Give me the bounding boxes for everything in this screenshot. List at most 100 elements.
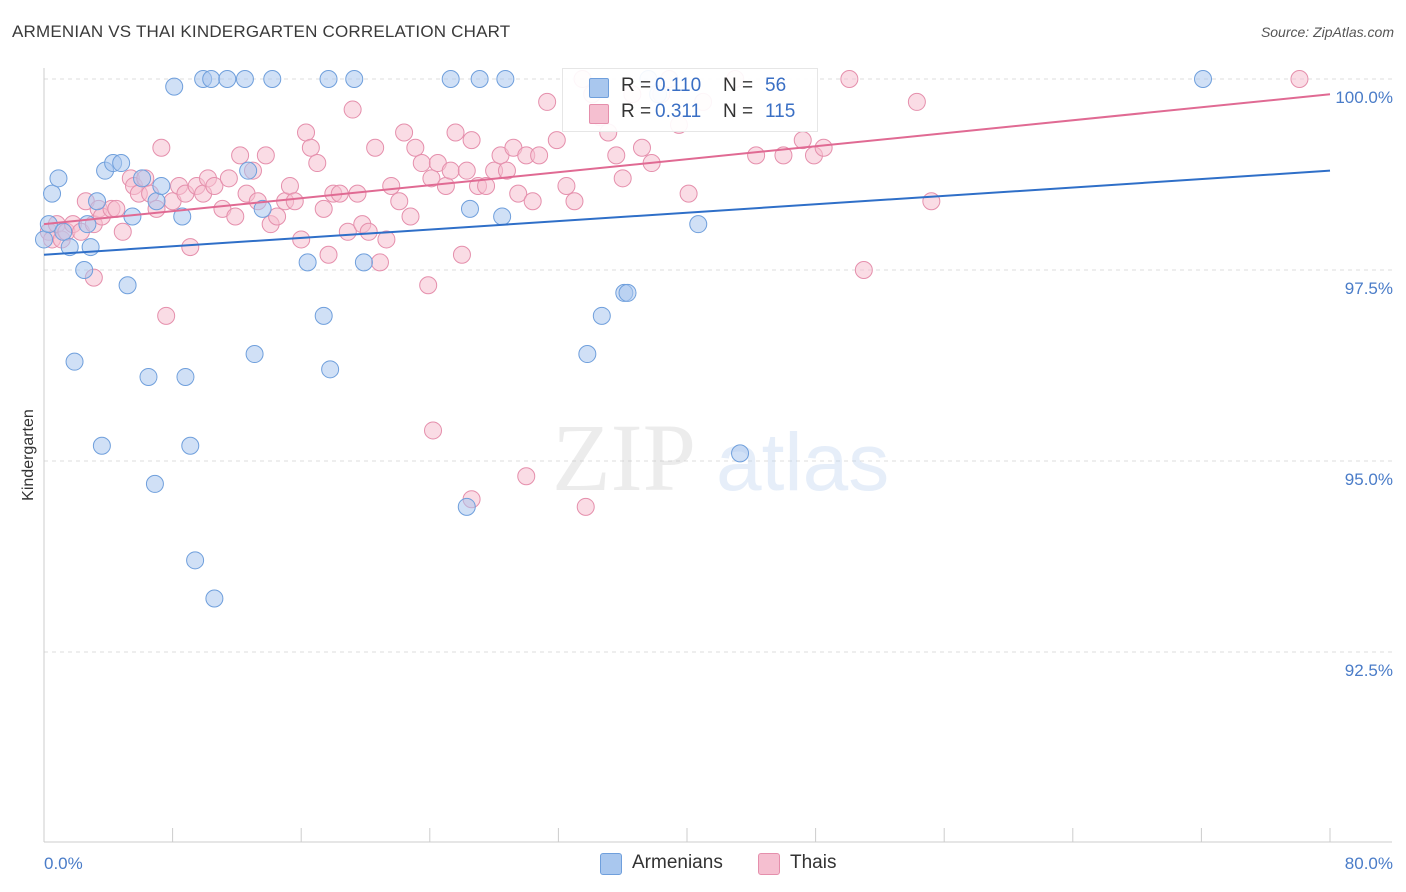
thais-point [607, 146, 626, 165]
thais-point [747, 146, 766, 165]
thais-point [390, 192, 409, 211]
thais-point [907, 92, 926, 111]
thais-point [301, 138, 320, 157]
armenians-point [92, 436, 111, 455]
y-tick-label: 95.0% [1345, 470, 1393, 489]
thais-point [452, 245, 471, 264]
legend-swatch-armenians [589, 78, 609, 98]
armenians-point [60, 238, 79, 257]
chart-title: ARMENIAN VS THAI KINDERGARTEN CORRELATIO… [12, 22, 511, 41]
thais-point [157, 306, 176, 325]
legend-label-armenians: Armenians [632, 852, 723, 873]
legend-row-armenians: R = 0.110 N = 56 [563, 75, 817, 99]
armenians-point [345, 70, 364, 88]
trend-lines [43, 93, 1331, 256]
thais-point [113, 222, 132, 241]
thais-point [774, 146, 793, 165]
armenians-point [88, 192, 107, 211]
armenians-point [457, 497, 476, 516]
thais-point [538, 92, 557, 111]
armenians-trend-line [43, 169, 1331, 256]
thais-point [406, 138, 425, 157]
n-value: 115 [765, 101, 796, 122]
armenians-point [321, 360, 340, 379]
thais-point [497, 161, 516, 180]
armenians-point [314, 306, 333, 325]
armenians-point [496, 70, 515, 88]
thais-point [268, 207, 287, 226]
thais-point [436, 176, 455, 195]
thais-point [613, 169, 632, 188]
x-tick-label: 0.0% [44, 854, 83, 873]
armenians-point [319, 70, 338, 88]
armenians-point [731, 444, 750, 463]
armenians-point [354, 253, 373, 272]
armenians-point [460, 199, 479, 218]
armenians-point [145, 474, 164, 493]
thais-trend-line [43, 93, 1331, 226]
n-label: N = [723, 75, 754, 96]
thais-point [517, 467, 536, 486]
armenians-points [35, 70, 1213, 608]
armenians-point [139, 367, 158, 386]
watermark-zip: ZIP [552, 404, 696, 511]
thais-point [477, 176, 496, 195]
armenians-point [493, 207, 512, 226]
r-value: 0.110 [655, 75, 702, 96]
thais-point [557, 176, 576, 195]
legend-row-thais: R = 0.311 N = 115 [563, 101, 817, 125]
armenians-point [75, 261, 94, 279]
thais-point [308, 154, 327, 173]
source-label: Source: ZipAtlas.com [1260, 24, 1394, 40]
r-label: R = [621, 75, 652, 96]
armenians-point [239, 161, 258, 180]
armenians-point [133, 169, 152, 188]
y-tick-label: 97.5% [1345, 279, 1393, 298]
thais-point [181, 238, 200, 257]
armenians-point [253, 199, 272, 218]
thais-point [314, 199, 333, 218]
thais-point [462, 131, 481, 150]
thais-point [854, 261, 873, 279]
thais-point [382, 176, 401, 195]
thais-point [152, 138, 171, 157]
thais-point [814, 138, 833, 157]
thais-point [366, 138, 385, 157]
thais-point [576, 497, 595, 516]
r-label: R = [621, 101, 652, 122]
thais-point [446, 123, 465, 142]
thais-point [377, 230, 396, 249]
thais-point [1290, 70, 1309, 88]
thais-point [457, 161, 476, 180]
thais-point [297, 123, 316, 142]
armenians-point [54, 222, 73, 241]
x-tick-label: 80.0% [1345, 854, 1393, 873]
armenians-point [152, 176, 171, 195]
armenians-point [263, 70, 282, 88]
n-label: N = [723, 101, 754, 122]
thais-point [219, 169, 238, 188]
armenians-point [441, 70, 460, 88]
armenians-point [173, 207, 192, 226]
armenians-point [118, 276, 137, 295]
thais-point [107, 199, 126, 218]
armenians-point [618, 283, 637, 302]
armenians-point [205, 589, 224, 608]
y-tick-label: 92.5% [1345, 661, 1393, 680]
armenians-point [1194, 70, 1213, 88]
r-value: 0.311 [655, 101, 702, 122]
y-axis-label: Kindergarten [20, 409, 37, 501]
thais-point [401, 207, 420, 226]
thais-point [292, 230, 311, 249]
thais-point [359, 222, 378, 241]
armenians-point [578, 345, 597, 364]
thais-point [679, 184, 698, 203]
thais-point [256, 146, 275, 165]
thais-point [370, 253, 389, 272]
thais-point [922, 192, 941, 211]
thais-point [419, 276, 438, 295]
watermark-atlas: atlas [716, 417, 889, 508]
thais-point [523, 192, 542, 211]
thais-point [285, 192, 304, 211]
legend-swatch-thais [758, 853, 780, 875]
